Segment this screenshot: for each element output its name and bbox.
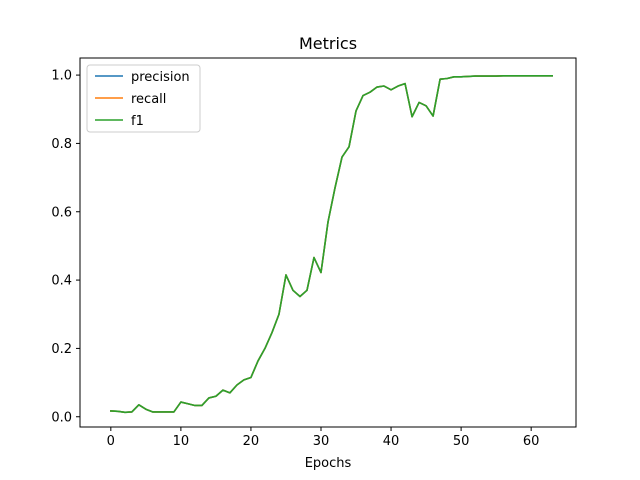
x-tick-label: 50: [453, 434, 470, 449]
x-axis-label: Epochs: [305, 456, 352, 471]
legend: precision recall f1: [86, 64, 201, 133]
series-line-f1: [109, 74, 553, 414]
plot-frame: [79, 57, 577, 428]
y-tick-label: 0.8: [51, 137, 72, 152]
y-tick-label: 0.2: [51, 342, 72, 357]
y-tick-label: 0.4: [51, 274, 72, 289]
y-tick-label: 0.0: [51, 410, 72, 425]
legend-label-precision: precision: [131, 70, 190, 85]
series-lines: [109, 74, 553, 414]
legend-label-f1: f1: [131, 114, 144, 129]
x-tick-label: 10: [173, 434, 190, 449]
x-tick-label: 60: [523, 434, 540, 449]
y-tick-label: 0.6: [51, 205, 72, 220]
x-tick-label: 20: [243, 434, 260, 449]
x-axis: 0 10 20 30 40 50 60: [107, 427, 540, 449]
y-axis: 0.0 0.2 0.4 0.6 0.8 1.0: [51, 69, 80, 425]
x-tick-label: 30: [313, 434, 330, 449]
chart-title: Metrics: [299, 34, 357, 53]
x-tick-label: 40: [383, 434, 400, 449]
legend-box: [86, 64, 201, 133]
y-tick-label: 1.0: [51, 69, 72, 84]
x-tick-label: 0: [107, 434, 115, 449]
legend-label-recall: recall: [131, 92, 166, 107]
